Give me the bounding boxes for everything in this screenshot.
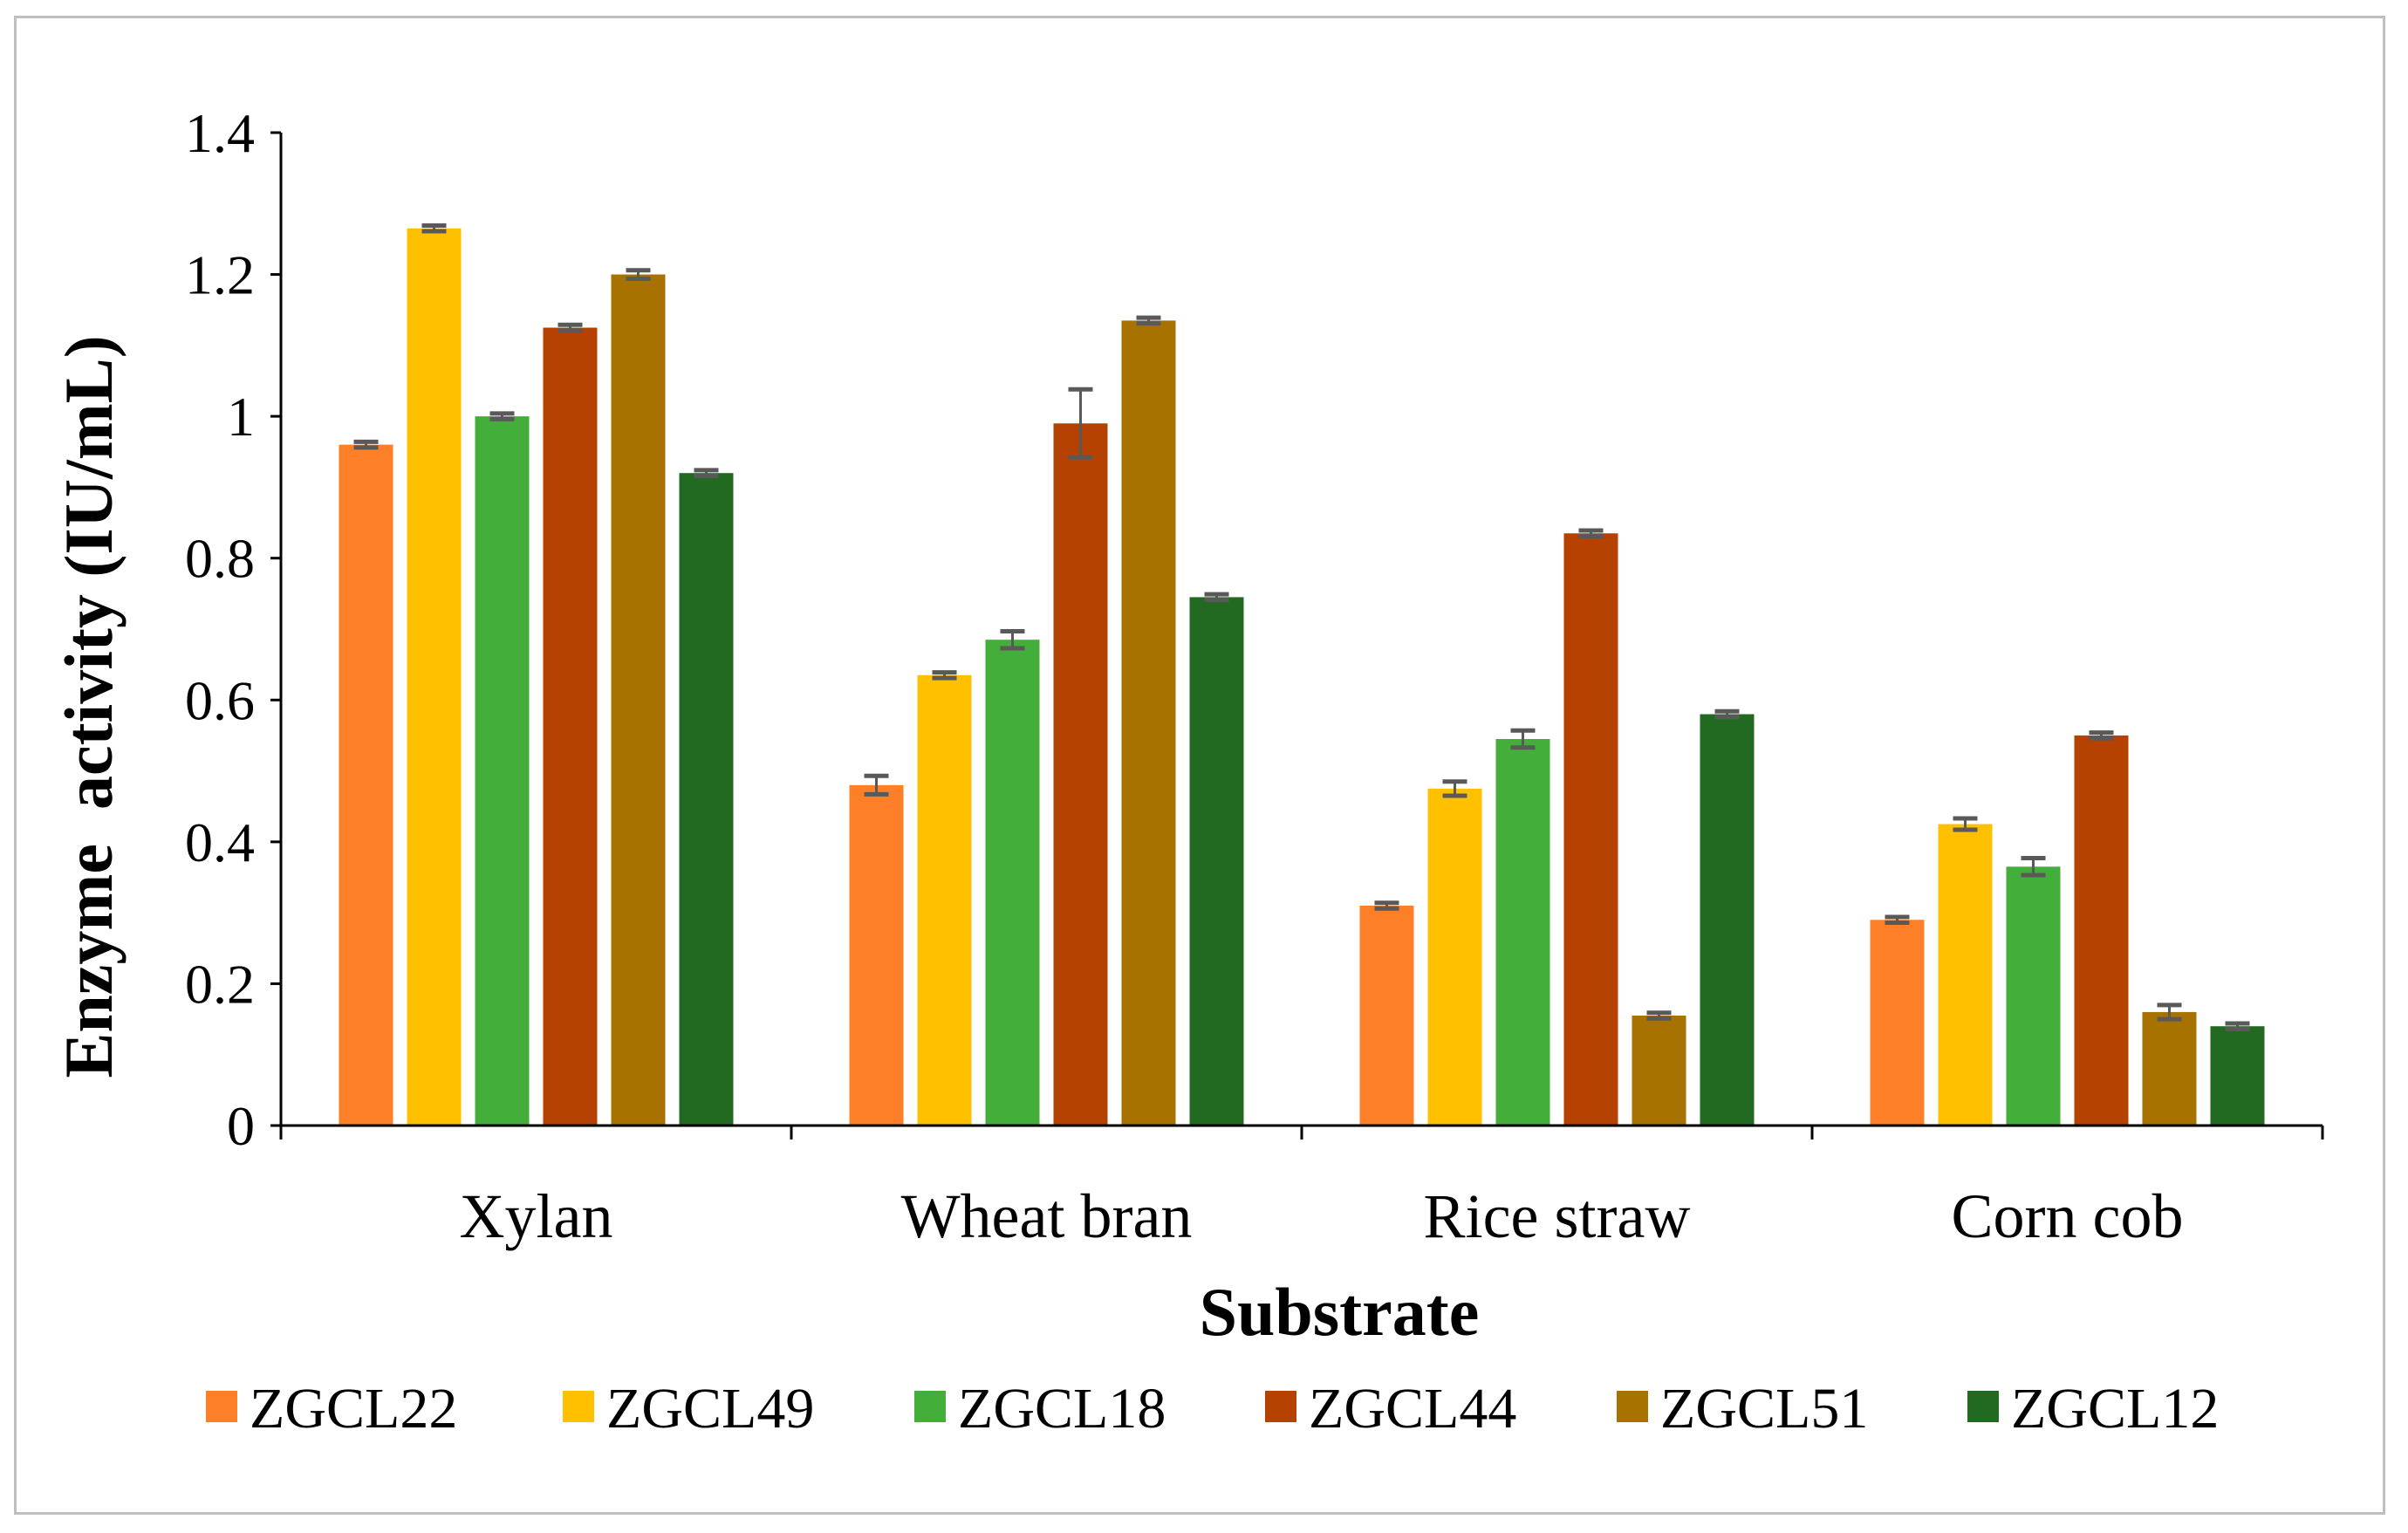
x-axis-title: Substrate xyxy=(1200,1274,1480,1350)
y-tick-label: 0.4 xyxy=(185,811,255,873)
bar-zgcl44-rice-straw xyxy=(1563,533,1618,1126)
bar-zgcl51-wheat-bran xyxy=(1121,320,1176,1126)
legend: ZGCL22 ZGCL49 ZGCL18 ZGCL44 ZGCL51 ZGCL12 xyxy=(206,1377,2219,1441)
bar-zgcl51-corn-cob xyxy=(2142,1011,2197,1126)
bar-zgcl12-xylan xyxy=(679,473,734,1126)
x-category-label: Rice straw xyxy=(1424,1181,1691,1251)
legend-label-zgcl12: ZGCL12 xyxy=(2011,1377,2219,1441)
bar-zgcl22-corn-cob xyxy=(1870,920,1925,1126)
bar-zgcl44-wheat-bran xyxy=(1053,423,1108,1126)
legend-swatch-zgcl18 xyxy=(914,1391,946,1422)
y-tick-label: 0.2 xyxy=(185,953,255,1015)
bar-zgcl49-rice-straw xyxy=(1427,788,1482,1126)
bar-zgcl18-wheat-bran xyxy=(985,640,1040,1126)
bar-zgcl44-corn-cob xyxy=(2074,735,2129,1126)
bar-zgcl22-wheat-bran xyxy=(849,784,904,1126)
y-axis-title: Enzyme activity (IU/mL) xyxy=(51,335,127,1078)
x-category-label: Wheat bran xyxy=(901,1181,1193,1251)
bar-zgcl18-rice-straw xyxy=(1495,738,1550,1126)
legend-swatch-zgcl49 xyxy=(563,1391,594,1422)
bar-zgcl51-rice-straw xyxy=(1632,1016,1686,1126)
legend-label-zgcl51: ZGCL51 xyxy=(1660,1377,1868,1441)
y-tick-label: 1.4 xyxy=(185,102,255,164)
bar-zgcl22-rice-straw xyxy=(1359,906,1414,1126)
bar-zgcl22-xylan xyxy=(339,444,393,1126)
x-category-labels: Xylan Wheat bran Rice straw Corn cob xyxy=(279,1126,2324,1251)
x-category-label: Corn cob xyxy=(1952,1181,2184,1251)
legend-swatch-zgcl44 xyxy=(1265,1391,1296,1422)
bar-zgcl49-wheat-bran xyxy=(917,674,972,1126)
y-tick-label: 0 xyxy=(227,1095,255,1157)
bar-zgcl18-corn-cob xyxy=(2006,866,2061,1126)
legend-swatch-zgcl12 xyxy=(1967,1391,1999,1422)
bar-zgcl12-rice-straw xyxy=(1700,714,1755,1126)
error-bars-layer xyxy=(353,222,2250,1031)
y-tick-label: 1 xyxy=(227,386,255,448)
legend-label-zgcl18: ZGCL18 xyxy=(958,1377,1166,1441)
y-tick-label: 0.6 xyxy=(185,669,255,731)
bar-zgcl49-corn-cob xyxy=(1938,824,1993,1126)
legend-swatch-zgcl51 xyxy=(1617,1391,1648,1422)
y-ticks: 0 0.2 0.4 0.6 0.8 1 1.2 1.4 xyxy=(185,102,281,1157)
y-tick-label: 0.8 xyxy=(185,528,255,590)
bar-zgcl18-xylan xyxy=(475,416,530,1126)
bars-layer xyxy=(339,228,2265,1126)
legend-swatch-zgcl22 xyxy=(206,1391,237,1422)
bar-zgcl49-xylan xyxy=(407,228,462,1126)
bar-zgcl51-xylan xyxy=(611,274,666,1126)
bar-zgcl12-corn-cob xyxy=(2210,1026,2265,1126)
legend-label-zgcl44: ZGCL44 xyxy=(1309,1377,1516,1441)
x-category-label: Xylan xyxy=(460,1181,613,1251)
y-tick-label: 1.2 xyxy=(185,244,255,306)
bar-zgcl44-xylan xyxy=(543,327,598,1126)
legend-label-zgcl22: ZGCL22 xyxy=(250,1377,457,1441)
bar-zgcl12-wheat-bran xyxy=(1189,597,1244,1126)
legend-label-zgcl49: ZGCL49 xyxy=(606,1377,814,1441)
